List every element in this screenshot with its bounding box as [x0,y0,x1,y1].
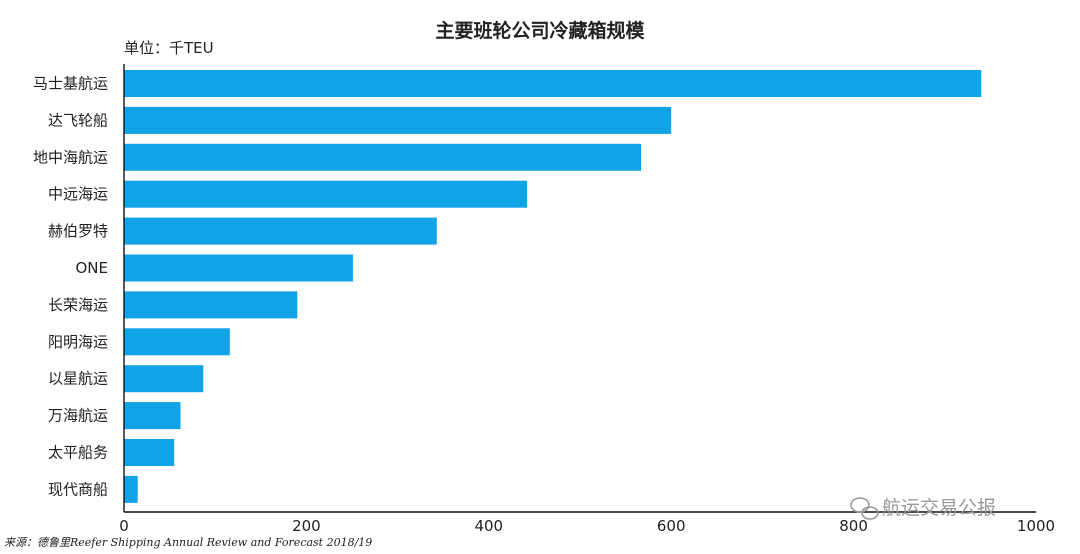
bar [124,475,138,503]
category-label: 地中海航运 [33,148,108,166]
x-tick-label: 600 [657,517,686,535]
category-label: 太平船务 [48,444,108,462]
x-tick-label: 800 [839,517,868,535]
category-label: 中远海运 [48,185,108,203]
source-note: 来源：德鲁里Reefer Shipping Annual Review and … [4,536,372,549]
bar [124,217,437,245]
category-label: 赫伯罗特 [48,222,108,240]
x-tick-label: 0 [119,517,129,535]
bar [124,402,181,430]
x-tick-labels: 0 200 400 600 800 1000 [119,517,1055,535]
unit-label: 单位：千TEU [124,39,214,57]
bar [124,291,298,319]
watermark-text: 航运交易公报 [882,497,996,519]
category-label: 现代商船 [48,480,108,498]
x-tick-label: 400 [474,517,503,535]
watermark: 航运交易公报 [850,497,996,520]
chart-title: 主要班轮公司冷藏箱规模 [435,19,645,42]
bar [124,180,528,208]
x-tick-label: 200 [292,517,321,535]
bar [124,439,175,466]
category-label: 达飞轮船 [48,111,108,129]
bar [124,328,230,356]
category-label: 长荣海运 [48,296,108,314]
bar [124,254,353,282]
category-label: 阳明海运 [48,333,108,351]
category-label: 万海航运 [48,407,108,425]
bar [124,143,642,171]
x-tick-label: 1000 [1017,517,1055,535]
wechat-icon [850,497,879,520]
bar [124,106,672,134]
bar [124,70,982,97]
category-label: 以星航运 [48,370,108,388]
bars-group [124,70,982,503]
category-label: ONE [75,259,108,277]
bar [124,365,204,393]
category-label: 马士基航运 [33,75,108,93]
